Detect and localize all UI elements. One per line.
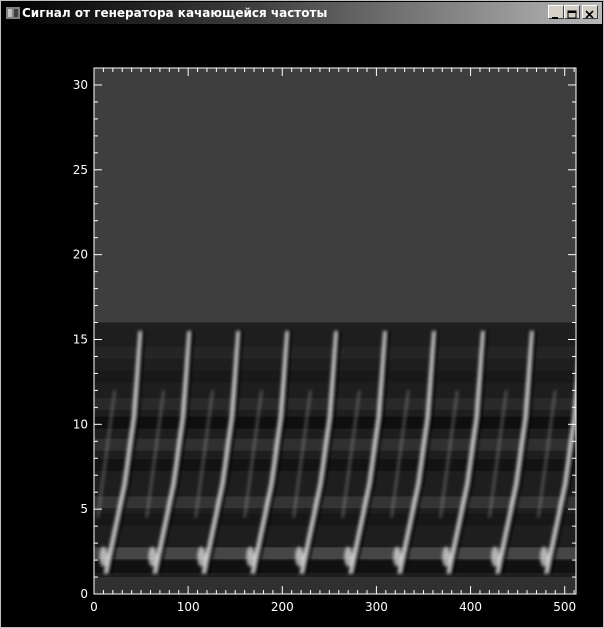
- maximize-button[interactable]: [564, 5, 580, 19]
- sweep-2: [194, 330, 243, 575]
- x-tick-label: 0: [90, 600, 98, 614]
- y-tick-label: 5: [80, 502, 88, 516]
- minimize-icon: [552, 17, 558, 19]
- plot-frame: [93, 67, 577, 595]
- x-axis-labels: 0 100 200 300 400 500: [90, 600, 576, 614]
- maximize-icon: [567, 10, 577, 19]
- app-icon[interactable]: [5, 5, 21, 21]
- y-tick-label: 30: [73, 78, 88, 92]
- window-title: Сигнал от генератора качающейся частоты: [22, 6, 328, 20]
- axis-ticks: [93, 67, 576, 595]
- band-row-4: [94, 459, 576, 471]
- title-bar[interactable]: Сигнал от генератора качающейся частоты: [2, 2, 602, 24]
- sweep-6: [390, 330, 439, 575]
- y-axis-labels: 0 5 10 15 20 25 30: [73, 78, 88, 601]
- x-tick-label: 300: [365, 600, 388, 614]
- band-row-1: [94, 547, 576, 560]
- sweep-1: [145, 330, 194, 575]
- band-row-2: [94, 513, 576, 526]
- minimize-button[interactable]: [548, 5, 564, 19]
- sweep-4: [292, 330, 341, 575]
- y-tick-label: 10: [73, 417, 88, 431]
- sweep-5: [341, 330, 390, 575]
- band-row-5: [94, 438, 576, 451]
- x-tick-label: 200: [271, 600, 294, 614]
- y-tick-label: 0: [80, 587, 88, 601]
- x-tick-label: 500: [553, 600, 576, 614]
- y-tick-label: 25: [73, 163, 88, 177]
- sweep-7: [439, 330, 488, 575]
- x-tick-label: 100: [177, 600, 200, 614]
- low-band-strip: [94, 577, 576, 594]
- close-button[interactable]: [582, 5, 598, 19]
- y-tick-label: 20: [73, 248, 88, 262]
- sweep-0: [96, 330, 145, 575]
- band-row-3: [94, 496, 576, 509]
- band-row-6: [94, 416, 576, 429]
- sweep-3: [243, 330, 292, 575]
- plot-area: 0 100 200 300 400 500 0 5 10 15 20 25 30: [2, 24, 602, 627]
- spectrogram-chart: 0 100 200 300 400 500 0 5 10 15 20 25 30: [73, 67, 577, 614]
- y-tick-label: 15: [73, 332, 88, 346]
- heatmap-layer: [94, 322, 576, 594]
- x-tick-label: 400: [459, 600, 482, 614]
- sweep-9: [537, 372, 576, 575]
- sweep-8: [488, 330, 537, 575]
- band-row-0: [94, 560, 576, 573]
- close-icon: [585, 10, 594, 19]
